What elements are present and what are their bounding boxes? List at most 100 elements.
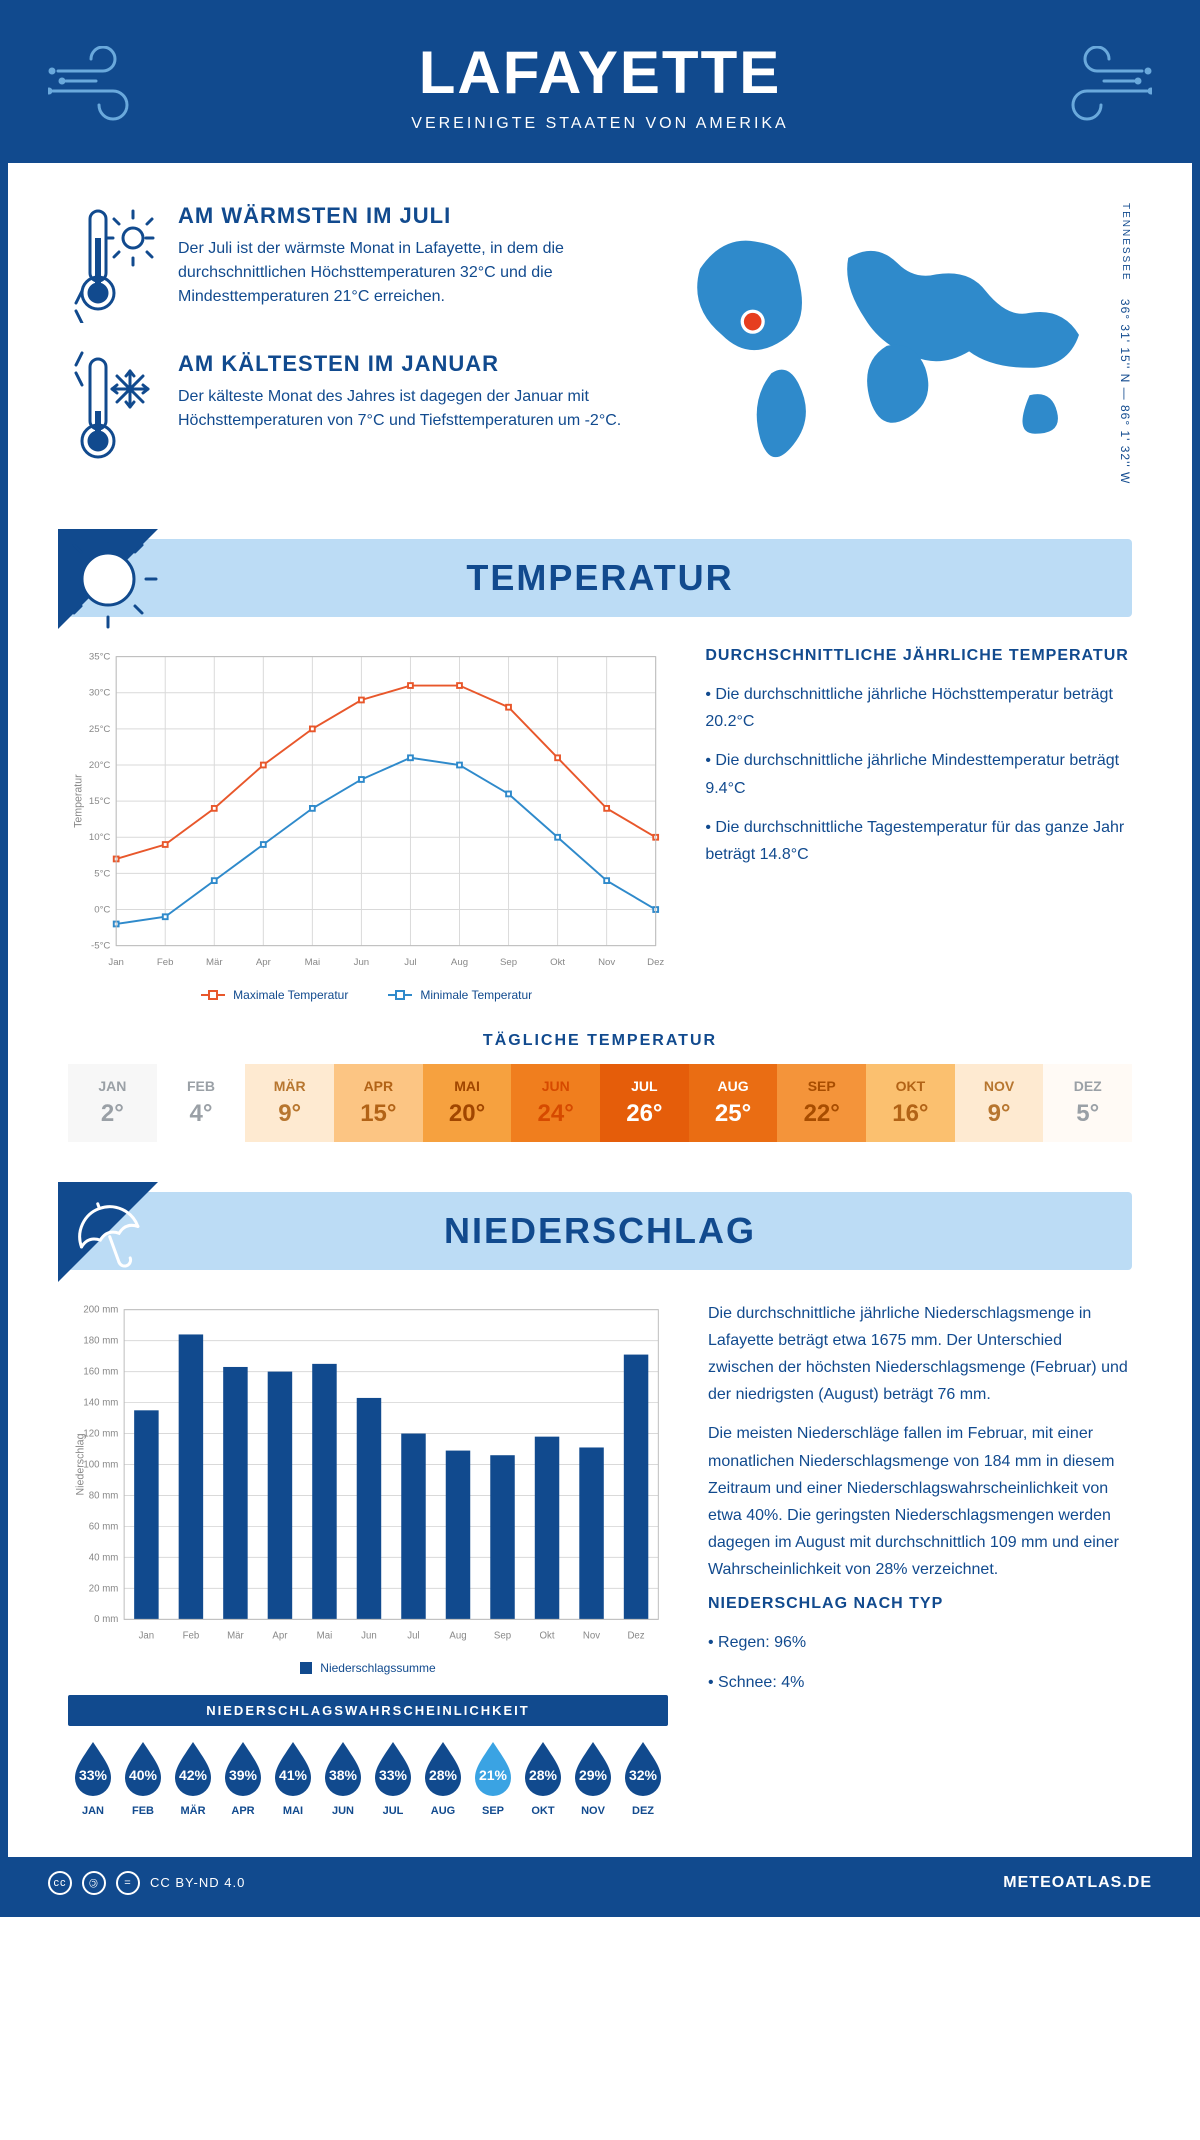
svg-text:28%: 28% — [529, 1767, 558, 1783]
precip-chart: 0 mm20 mm40 mm60 mm80 mm100 mm120 mm140 … — [68, 1300, 668, 1817]
svg-text:Jul: Jul — [407, 1630, 419, 1641]
temp-summary-heading: DURCHSCHNITTLICHE JÄHRLICHE TEMPERATUR — [705, 647, 1132, 665]
svg-text:60 mm: 60 mm — [89, 1521, 119, 1532]
daily-cell: MAI20° — [423, 1064, 512, 1142]
temperature-legend: Maximale Temperatur Minimale Temperatur — [68, 988, 665, 1002]
probability-drop: 32%DEZ — [618, 1738, 668, 1817]
probability-drop: 40%FEB — [118, 1738, 168, 1817]
legend-precip: Niederschlagssumme — [320, 1661, 435, 1675]
svg-text:Aug: Aug — [449, 1630, 466, 1641]
daily-cell: OKT16° — [866, 1064, 955, 1142]
daily-cell: FEB4° — [157, 1064, 246, 1142]
thermometer-hot-icon — [68, 203, 158, 323]
svg-text:Okt: Okt — [540, 1630, 555, 1641]
precip-type-bullet: • Schnee: 4% — [708, 1669, 1132, 1696]
probability-drop: 28%OKT — [518, 1738, 568, 1817]
map-area: TENNESSEE 36° 31' 15'' N — 86° 1' 32'' W — [667, 203, 1132, 499]
coldest-heading: AM KÄLTESTEN IM JANUAR — [178, 351, 627, 377]
page-subtitle: VEREINIGTE STAATEN VON AMERIKA — [411, 115, 788, 133]
temperature-summary-text: DURCHSCHNITTLICHE JÄHRLICHE TEMPERATUR •… — [705, 647, 1132, 1002]
svg-text:20°C: 20°C — [89, 760, 111, 771]
svg-text:Niederschlag: Niederschlag — [74, 1433, 86, 1495]
top-row: AM WÄRMSTEN IM JULI Der Juli ist der wär… — [68, 203, 1132, 499]
legend-min: Minimale Temperatur — [420, 988, 532, 1002]
svg-text:Temperatur: Temperatur — [72, 774, 84, 828]
temp-bullet: • Die durchschnittliche Tagestemperatur … — [705, 814, 1132, 868]
wind-icon-right — [1032, 46, 1152, 126]
legend-max: Maximale Temperatur — [233, 988, 348, 1002]
svg-text:38%: 38% — [329, 1767, 358, 1783]
svg-text:Dez: Dez — [647, 957, 664, 968]
probability-drop: 29%NOV — [568, 1738, 618, 1817]
svg-text:33%: 33% — [379, 1767, 408, 1783]
svg-text:Mai: Mai — [305, 957, 321, 968]
probability-drop: 28%AUG — [418, 1738, 468, 1817]
probability-drop: 33%JAN — [68, 1738, 118, 1817]
temperature-title: TEMPERATUR — [88, 557, 1112, 599]
precip-p1: Die durchschnittliche jährliche Niedersc… — [708, 1300, 1132, 1409]
svg-text:32%: 32% — [629, 1767, 658, 1783]
svg-text:39%: 39% — [229, 1767, 258, 1783]
daily-cell: APR15° — [334, 1064, 423, 1142]
svg-text:80 mm: 80 mm — [89, 1490, 119, 1501]
state-label: TENNESSEE — [1120, 203, 1131, 282]
header: LAFAYETTE VEREINIGTE STAATEN VON AMERIKA — [8, 8, 1192, 163]
svg-text:Feb: Feb — [183, 1630, 200, 1641]
temperature-chart: -5°C0°C5°C10°C15°C20°C25°C30°C35°CJanFeb… — [68, 647, 665, 1002]
license-text: CC BY-ND 4.0 — [150, 1875, 245, 1890]
svg-text:Feb: Feb — [157, 957, 174, 968]
daily-cell: MÄR9° — [245, 1064, 334, 1142]
svg-text:140 mm: 140 mm — [83, 1397, 118, 1408]
svg-text:41%: 41% — [279, 1767, 308, 1783]
precip-title: NIEDERSCHLAG — [88, 1210, 1112, 1252]
coords-value: 36° 31' 15'' N — 86° 1' 32'' W — [1118, 299, 1132, 484]
warmest-heading: AM WÄRMSTEN IM JULI — [178, 203, 627, 229]
probability-drop: 42%MÄR — [168, 1738, 218, 1817]
svg-text:33%: 33% — [79, 1767, 108, 1783]
page: LAFAYETTE VEREINIGTE STAATEN VON AMERIKA — [0, 0, 1200, 1917]
probability-drop: 39%APR — [218, 1738, 268, 1817]
precip-legend: Niederschlagssumme — [68, 1661, 668, 1675]
daily-cell: AUG25° — [689, 1064, 778, 1142]
svg-text:28%: 28% — [429, 1767, 458, 1783]
svg-text:10°C: 10°C — [89, 832, 111, 843]
svg-text:Jan: Jan — [108, 957, 124, 968]
daily-cell: JAN2° — [68, 1064, 157, 1142]
probability-drops: 33%JAN40%FEB42%MÄR39%APR41%MAI38%JUN33%J… — [68, 1738, 668, 1817]
svg-text:42%: 42% — [179, 1767, 208, 1783]
svg-text:Jun: Jun — [361, 1630, 377, 1641]
warmest-summary: AM WÄRMSTEN IM JULI Der Juli ist der wär… — [68, 203, 627, 323]
coldest-text: Der kälteste Monat des Jahres ist dagege… — [178, 385, 627, 433]
svg-text:29%: 29% — [579, 1767, 608, 1783]
daily-cell: SEP22° — [777, 1064, 866, 1142]
probability-drop: 33%JUL — [368, 1738, 418, 1817]
probability-drop: 38%JUN — [318, 1738, 368, 1817]
wind-icon-left — [48, 46, 168, 126]
sun-corner-icon — [58, 529, 158, 629]
precip-type-heading: NIEDERSCHLAG NACH TYP — [708, 1595, 1132, 1613]
svg-text:0 mm: 0 mm — [94, 1614, 118, 1625]
svg-text:20 mm: 20 mm — [89, 1583, 119, 1594]
svg-text:180 mm: 180 mm — [83, 1335, 118, 1346]
daily-cell: JUN24° — [511, 1064, 600, 1142]
climate-summaries: AM WÄRMSTEN IM JULI Der Juli ist der wär… — [68, 203, 627, 499]
svg-text:100 mm: 100 mm — [83, 1459, 118, 1470]
svg-text:Dez: Dez — [627, 1630, 644, 1641]
site-name: METEOATLAS.DE — [1003, 1874, 1152, 1892]
footer: cc 🄯 = CC BY-ND 4.0 METEOATLAS.DE — [8, 1857, 1192, 1909]
svg-text:0°C: 0°C — [94, 904, 110, 915]
svg-text:21%: 21% — [479, 1767, 508, 1783]
world-map-icon — [667, 203, 1106, 467]
page-title: LAFAYETTE — [411, 38, 788, 107]
daily-cell: DEZ5° — [1043, 1064, 1132, 1142]
probability-drop: 41%MAI — [268, 1738, 318, 1817]
by-icon: 🄯 — [82, 1871, 106, 1895]
svg-text:Mär: Mär — [206, 957, 223, 968]
svg-text:Mär: Mär — [227, 1630, 244, 1641]
svg-text:Jul: Jul — [404, 957, 416, 968]
svg-text:Apr: Apr — [256, 957, 272, 968]
daily-temp-title: TÄGLICHE TEMPERATUR — [68, 1032, 1132, 1050]
svg-text:-5°C: -5°C — [91, 941, 110, 952]
svg-text:25°C: 25°C — [89, 724, 111, 735]
svg-text:15°C: 15°C — [89, 796, 111, 807]
